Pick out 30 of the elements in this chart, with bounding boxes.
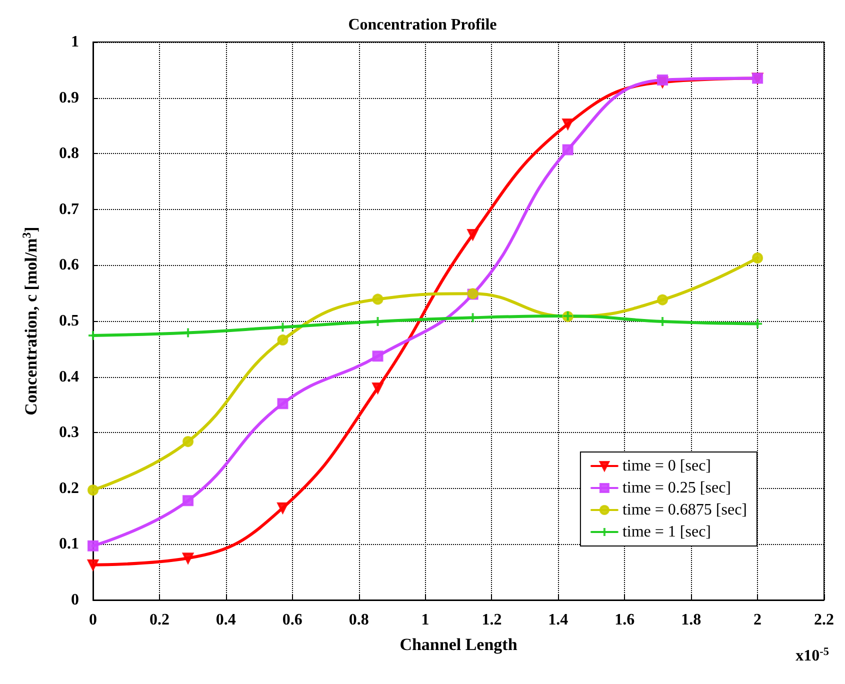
x-tick-label: 1.8 [681, 612, 702, 628]
x-tick-label: 0.8 [348, 612, 369, 628]
y-tick-label: 0.2 [59, 480, 79, 497]
y-tick-label: 0.6 [59, 256, 79, 274]
x-axis-title: Channel Length [400, 635, 518, 654]
chart-title: Concentration Profile [348, 16, 497, 34]
y-tick-label: 1 [71, 34, 79, 50]
x-tick-label: 2 [754, 612, 762, 628]
y-axis-title: Concentration, c [mol/m3] [20, 226, 40, 416]
x-tick-label: 1.2 [482, 612, 502, 628]
x-tick-label: 0.6 [282, 612, 302, 628]
x-tick-label: 1.6 [614, 612, 635, 628]
x-tick-label: 1 [421, 612, 430, 628]
y-tick-label: 0.3 [59, 424, 79, 442]
x-tick-label: 0.4 [216, 612, 236, 628]
legend-label: time = 0.6875 [sec] [622, 502, 747, 518]
y-tick-label: 0.1 [59, 536, 79, 553]
legend-label: time = 0.25 [sec] [622, 480, 731, 496]
x-tick-label: 2.2 [814, 612, 834, 628]
y-tick-label: 0 [71, 592, 79, 608]
x-tick-label: 0 [89, 612, 97, 628]
y-tick-label: 0.8 [59, 145, 79, 162]
y-tick-label: 0.4 [59, 368, 79, 386]
y-tick-label: 0.7 [59, 200, 79, 218]
legend-label: time = 0 [sec] [622, 458, 711, 474]
y-tick-label: 0.5 [59, 312, 79, 330]
legend-label: time = 1 [sec] [622, 524, 711, 540]
x-tick-label: 1.4 [548, 612, 568, 628]
x-tick-label: 0.2 [149, 612, 170, 628]
y-tick-label: 0.9 [59, 89, 79, 106]
